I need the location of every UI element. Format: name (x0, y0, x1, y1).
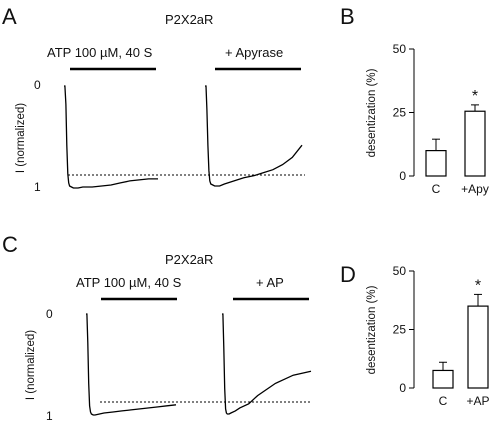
panel-d-ytick-label-0: 0 (399, 381, 406, 395)
panel-b-ytick-label-1: 25 (393, 106, 407, 120)
panel-d-bar-1 (467, 305, 489, 389)
panel-a-trace-apyrase (205, 85, 303, 187)
panel-b-ytick-label-2: 50 (393, 42, 407, 56)
panel-c-trace-ap (222, 313, 312, 415)
panel-b-category-label-0: C (432, 182, 441, 196)
panel-b-category-label-1: +Apy (461, 182, 489, 196)
panel-c-title: P2X2aR (165, 252, 213, 267)
panel-d-ylabel: desentization (%) (366, 285, 378, 374)
panel-c-traces: P2X2aR ATP 100 µM, 40 S + AP 0 1 I (norm… (25, 252, 312, 423)
panel-d-bar-chart: desentization (%) 0 25 50 C +AP * (366, 264, 490, 408)
panel-d-significance-1: * (475, 277, 481, 294)
panel-c-trace-control (86, 313, 177, 416)
panel-a-title: P2X2aR (165, 12, 213, 27)
panel-c-ytick-0: 0 (46, 307, 53, 321)
panel-b-bar-chart: desentization (%) 0 25 50 C +Apy * (366, 42, 489, 196)
panel-a-ytick-1: 1 (34, 180, 41, 194)
panel-a-traces: P2X2aR ATP 100 µM, 40 S + Apyrase 0 1 I … (15, 12, 305, 194)
panel-d-category-label-1: +AP (466, 394, 489, 408)
panel-c-ylabel: I (normalized) (25, 330, 37, 400)
panel-b-ytick-label-0: 0 (399, 169, 406, 183)
panel-d-ytick-label-2: 50 (393, 264, 407, 278)
panel-b-bar-0 (425, 150, 447, 177)
panel-b-significance-1: * (472, 88, 478, 105)
panel-a-ylabel: I (normalized) (15, 103, 27, 173)
panel-letter-a: A (2, 4, 17, 29)
panel-a-stimulus-label-1: ATP 100 µM, 40 S (47, 45, 153, 60)
panel-d-bar-0 (432, 369, 454, 389)
panel-a-stimulus-label-2: + Apyrase (225, 45, 283, 60)
panel-d-ytick-label-1: 25 (393, 323, 407, 337)
panel-c-stimulus-label-1: ATP 100 µM, 40 S (76, 275, 182, 290)
panel-c-ytick-1: 1 (46, 409, 53, 423)
panel-letter-b: B (340, 4, 355, 29)
panel-a-ytick-0: 0 (34, 78, 41, 92)
panel-letter-d: D (340, 262, 356, 287)
panel-d-category-label-0: C (439, 394, 448, 408)
panel-b-bar-1 (464, 110, 486, 177)
panel-c-stimulus-label-2: + AP (256, 275, 284, 290)
panel-a-trace-control (64, 85, 158, 189)
panel-letter-c: C (2, 232, 18, 257)
panel-b-ylabel: desentization (%) (366, 68, 378, 157)
